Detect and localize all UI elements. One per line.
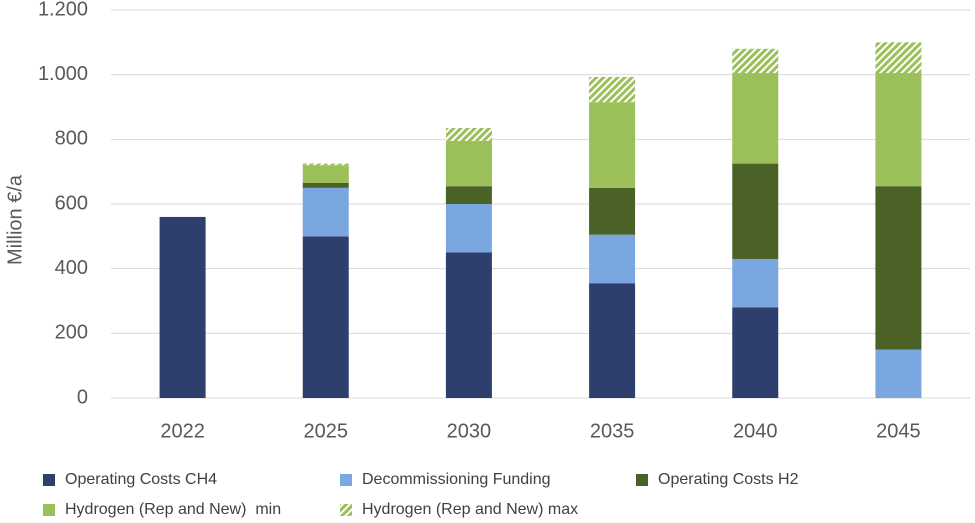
bar-segment — [302, 187, 349, 237]
bar-segment — [875, 349, 922, 398]
y-tick-label: 600 — [55, 192, 88, 214]
bar-segment — [732, 258, 779, 308]
legend-swatch — [636, 474, 648, 486]
x-tick-label: 2045 — [876, 420, 921, 442]
bar-segment — [589, 76, 636, 103]
y-tick-label: 1.000 — [38, 63, 88, 85]
bar-segment — [875, 73, 922, 187]
bar-segment — [732, 73, 779, 164]
x-tick-label: 2040 — [733, 420, 778, 442]
x-tick-label: 2030 — [447, 420, 492, 442]
bar-segment — [445, 186, 492, 204]
bar-segment — [445, 204, 492, 253]
legend-swatch — [340, 474, 352, 486]
y-tick-label: 0 — [77, 386, 88, 408]
legend-swatch — [340, 504, 352, 516]
bar-segment — [732, 307, 779, 398]
legend-label: Hydrogen (Rep and New) min — [65, 501, 281, 518]
bar-segment — [445, 140, 492, 187]
y-tick-label: 400 — [55, 257, 88, 279]
bar-segment — [302, 236, 349, 398]
legend-label: Operating Costs H2 — [658, 471, 799, 488]
bar-segment — [589, 234, 636, 284]
bar-segment — [445, 252, 492, 398]
bar-segment — [302, 182, 349, 188]
y-tick-label: 800 — [55, 128, 88, 150]
x-tick-label: 2022 — [160, 420, 205, 442]
legend-label: Decommissioning Funding — [362, 471, 551, 488]
x-tick-label: 2025 — [304, 420, 349, 442]
legend-swatch — [43, 474, 55, 486]
bar-segment — [732, 48, 779, 74]
bar-segment — [732, 163, 779, 259]
bar-segment — [875, 42, 922, 74]
y-axis-label: Million €/a — [4, 174, 26, 265]
bar-segment — [589, 102, 636, 188]
bar-segment — [302, 163, 349, 166]
legend-label: Hydrogen (Rep and New) max — [362, 501, 578, 518]
x-tick-label: 2035 — [590, 420, 635, 442]
bar-segment — [875, 186, 922, 350]
bar-segment — [445, 128, 492, 141]
bar-segment — [589, 187, 636, 235]
y-tick-label: 200 — [55, 322, 88, 344]
legend-label: Operating Costs CH4 — [65, 471, 217, 488]
bar-segment — [302, 165, 349, 183]
bar-segment — [589, 283, 636, 398]
legend-swatch — [43, 504, 55, 516]
y-tick-label: 1.200 — [38, 0, 88, 20]
bar-segment — [159, 216, 206, 398]
